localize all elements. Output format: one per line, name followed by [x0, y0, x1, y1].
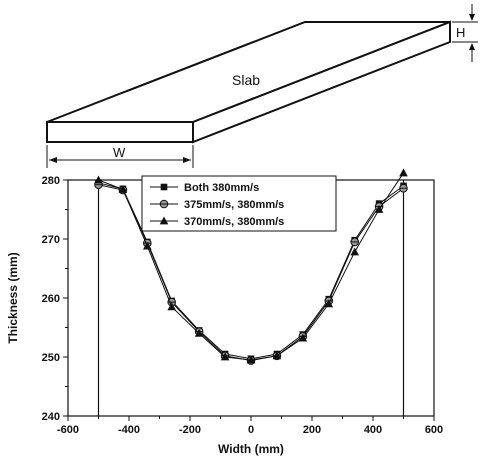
width-label: W — [113, 145, 126, 160]
x-tick-label: 0 — [248, 424, 254, 436]
data-point-circle — [350, 237, 360, 247]
x-tick-label: 200 — [303, 424, 321, 436]
slab-front-face — [46, 121, 194, 143]
data-point-triangle — [272, 351, 282, 360]
axis-ticks: -600 -400 -200 0 200 400 600 240 250 260 270 280 — [42, 175, 444, 436]
slab-side-face — [192, 20, 451, 144]
x-tick-label: -400 — [118, 424, 140, 436]
edge-lines — [97, 180, 405, 416]
data-point-triangle — [350, 247, 359, 256]
data-series — [94, 168, 408, 365]
legend-marker-circle — [159, 199, 169, 209]
data-point-triangle — [118, 184, 128, 193]
height-label: H — [456, 25, 465, 40]
data-point-triangle — [246, 355, 256, 364]
legend: Both 380mm/s 375mm/s, 380mm/s 370mm/s, 380… — [141, 175, 337, 232]
y-axis-title: Thickness (mm) — [6, 252, 20, 343]
height-arrow-up-icon — [469, 43, 475, 50]
data-point-triangle — [143, 241, 152, 250]
data-point-triangle — [399, 168, 408, 177]
thickness-chart: -600 -400 -200 0 200 400 600 240 250 260 270 280 Bo… — [6, 168, 443, 456]
data-point-triangle — [167, 302, 176, 311]
x-tick-label: 400 — [364, 424, 382, 436]
data-point-circle — [399, 183, 408, 193]
y-tick-label: 250 — [42, 352, 60, 364]
y-tick-label: 240 — [42, 411, 60, 423]
legend-marker-triangle — [159, 216, 169, 225]
x-tick-label: -200 — [179, 424, 201, 436]
x-axis-title: Width (mm) — [218, 442, 284, 456]
height-arrow-down-icon — [469, 14, 475, 21]
y-tick-label: 260 — [42, 293, 60, 305]
y-tick-label: 270 — [42, 234, 60, 246]
legend-label: 375mm/s, 380mm/s — [184, 199, 284, 211]
data-point-triangle — [220, 352, 230, 361]
width-arrow-left-icon — [49, 157, 57, 163]
legend-label: Both 380mm/s — [184, 182, 259, 194]
legend-label: 370mm/s, 380mm/s — [184, 216, 284, 228]
y-tick-label: 280 — [42, 175, 60, 187]
width-arrow-right-icon — [183, 157, 191, 163]
slab-diagram: Slab W H — [46, 4, 478, 168]
legend-marker-square — [160, 183, 168, 191]
data-point-triangle — [194, 328, 204, 337]
slab-label: Slab — [232, 72, 260, 88]
data-point-triangle — [374, 205, 384, 213]
data-point-circle — [167, 297, 176, 307]
data-point-triangle — [324, 299, 334, 308]
data-point-triangle — [298, 333, 308, 342]
x-tick-label: -600 — [57, 424, 79, 436]
x-tick-label: 600 — [425, 424, 443, 436]
data-point-triangle — [94, 175, 103, 184]
